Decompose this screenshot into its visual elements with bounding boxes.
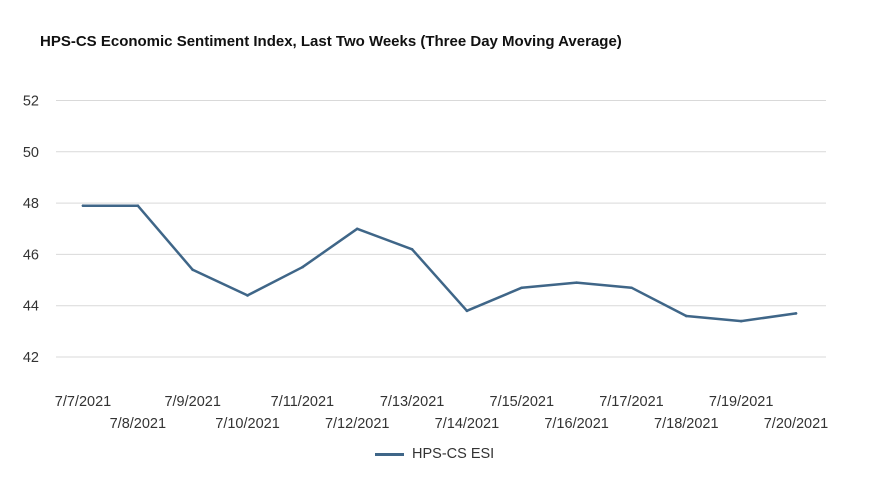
- data-point-3: [246, 294, 249, 297]
- data-point-9: [575, 281, 578, 284]
- x-tick-label-1: 7/8/2021: [110, 416, 166, 432]
- data-point-8: [520, 286, 524, 290]
- y-tick-label-42: 42: [23, 350, 39, 366]
- data-point-0: [81, 204, 85, 207]
- x-tick-label-10: 7/17/2021: [599, 394, 664, 410]
- x-tick-label-5: 7/12/2021: [325, 416, 390, 432]
- data-point-12: [739, 319, 743, 323]
- x-tick-label-2: 7/9/2021: [164, 394, 220, 410]
- data-point-10: [630, 286, 633, 290]
- y-tick-label-48: 48: [23, 196, 39, 212]
- x-tick-label-12: 7/19/2021: [709, 394, 774, 410]
- x-tick-label-8: 7/15/2021: [490, 394, 555, 410]
- y-tick-label-44: 44: [23, 299, 39, 315]
- x-tick-label-4: 7/11/2021: [271, 394, 334, 410]
- data-point-13: [794, 312, 798, 315]
- data-point-6: [410, 247, 414, 251]
- x-tick-label-9: 7/16/2021: [544, 416, 609, 432]
- series-lines: [81, 204, 798, 323]
- x-tick-label-3: 7/10/2021: [215, 416, 280, 432]
- legend-swatch: [375, 452, 404, 456]
- x-tick-label-11: 7/18/2021: [654, 416, 719, 432]
- x-tick-label-0: 7/7/2021: [55, 394, 111, 410]
- y-tick-label-46: 46: [23, 247, 39, 263]
- data-point-11: [685, 314, 688, 318]
- data-point-4: [301, 265, 304, 269]
- legend-label: HPS-CS ESI: [412, 446, 495, 462]
- series-line-0: [81, 204, 798, 323]
- data-point-7: [465, 309, 469, 313]
- data-point-2: [191, 268, 194, 272]
- y-tick-label-50: 50: [23, 145, 39, 161]
- gridlines: [56, 100, 826, 358]
- data-point-5: [355, 227, 359, 231]
- y-tick-label-52: 52: [23, 94, 39, 110]
- x-axis-ticks: 7/7/2021 7/8/2021 7/9/2021 7/10/2021 7/11/20…: [55, 394, 828, 432]
- chart-title: HPS-CS Economic Sentiment Index, Last Tw…: [40, 33, 622, 50]
- x-tick-label-13: 7/20/2021: [764, 416, 829, 432]
- y-axis-ticks: 42 44 46 48 50 52: [23, 94, 39, 367]
- x-tick-label-7: 7/14/2021: [435, 416, 500, 432]
- legend: HPS-CS ESI: [375, 446, 494, 462]
- data-point-1: [136, 204, 140, 207]
- x-tick-label-6: 7/13/2021: [380, 394, 445, 410]
